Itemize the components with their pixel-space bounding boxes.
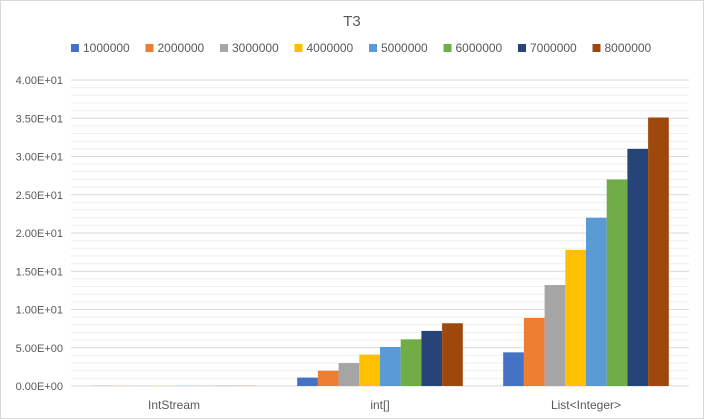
legend-label: 7000000 xyxy=(530,41,577,55)
y-tick-label: 5.00E+00 xyxy=(16,343,63,355)
bar xyxy=(359,355,380,386)
chart-title: T3 xyxy=(343,13,361,30)
x-tick-label: int[] xyxy=(370,398,389,412)
bar xyxy=(380,347,401,386)
legend-label: 2000000 xyxy=(158,41,205,55)
bar xyxy=(421,331,442,386)
legend-swatch xyxy=(146,44,154,52)
y-tick-label: 0.00E+00 xyxy=(16,381,63,393)
legend-swatch xyxy=(593,44,601,52)
y-tick-label: 2.00E+01 xyxy=(16,228,63,240)
y-tick-label: 3.00E+01 xyxy=(16,152,63,164)
legend-label: 4000000 xyxy=(307,41,354,55)
x-tick-label: List<Integer> xyxy=(551,398,621,412)
bar xyxy=(442,323,463,386)
legend-swatch xyxy=(444,44,452,52)
legend-label: 8000000 xyxy=(605,41,652,55)
bar xyxy=(524,318,545,386)
bar xyxy=(297,378,318,386)
bar xyxy=(586,218,607,386)
y-tick-label: 1.50E+01 xyxy=(16,266,63,278)
legend-label: 6000000 xyxy=(456,41,503,55)
x-axis: IntStream int[] List<Integer> xyxy=(148,398,621,412)
bar xyxy=(565,250,586,386)
legend-swatch xyxy=(71,44,79,52)
bar xyxy=(607,179,628,386)
bar xyxy=(318,371,339,386)
bar xyxy=(545,285,566,386)
bar xyxy=(627,149,648,386)
legend-swatch xyxy=(369,44,377,52)
bar xyxy=(401,339,422,386)
legend-label: 5000000 xyxy=(381,41,428,55)
legend-swatch xyxy=(518,44,526,52)
y-tick-label: 1.00E+01 xyxy=(16,305,63,317)
legend-label: 1000000 xyxy=(83,41,130,55)
legend-swatch xyxy=(295,44,303,52)
y-tick-label: 3.50E+01 xyxy=(16,113,63,125)
y-tick-label: 2.50E+01 xyxy=(16,190,63,202)
bar xyxy=(648,117,669,386)
bar xyxy=(503,352,524,386)
y-tick-label: 4.00E+01 xyxy=(16,75,63,87)
legend: 1000000 2000000 3000000 4000000 5000000 60000… xyxy=(71,41,652,55)
x-tick-label: IntStream xyxy=(148,398,200,412)
bar xyxy=(339,363,360,386)
legend-swatch xyxy=(220,44,228,52)
bars xyxy=(91,117,669,386)
legend-label: 3000000 xyxy=(232,41,279,55)
